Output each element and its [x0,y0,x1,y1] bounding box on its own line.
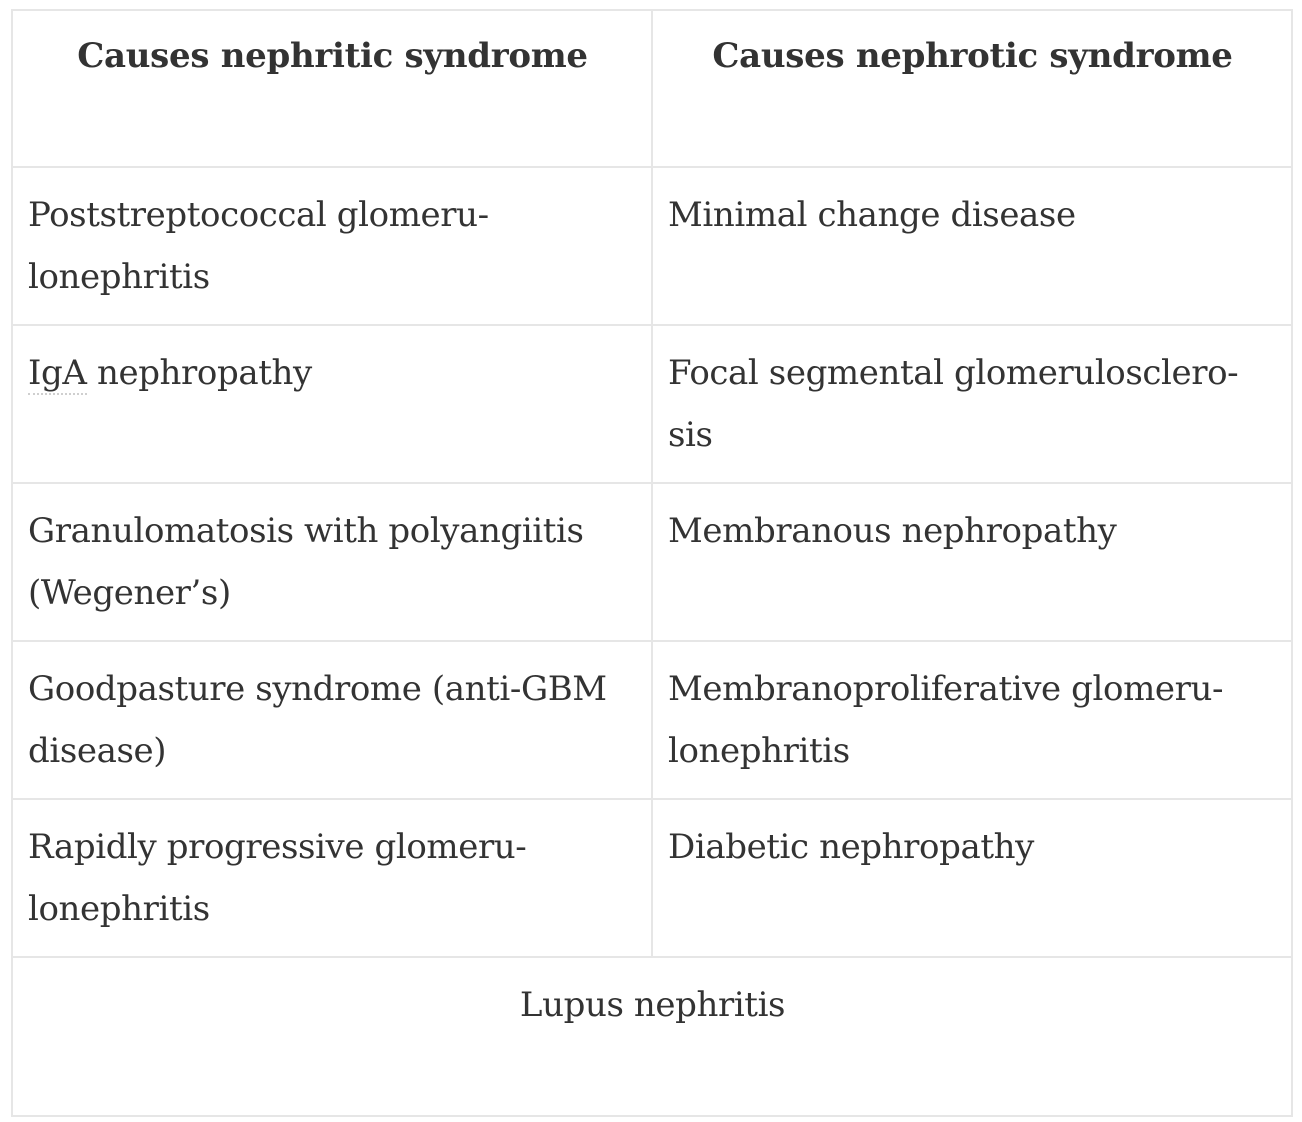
cell-text: nephropathy [86,353,312,393]
table-footer-row: Lupus nephritis [11,956,1293,1117]
table-row: IgA nephropathy Focal segmental glomerul… [11,324,1293,484]
table-cell: Membranoproliferative glomeru-lonephriti… [651,640,1293,800]
table-cell: Poststreptococcal glomeru-lonephritis [11,166,653,326]
header-nephritic: Causes nephritic syndrome [11,9,653,168]
table-row: Granulomatosis with polyangiitis (Wegene… [11,482,1293,642]
table-cell: Rapidly progressive glomeru-lonephritis [11,798,653,958]
header-nephrotic: Causes nephrotic syndrome [651,9,1293,168]
table-cell: IgA nephropathy [11,324,653,484]
table-cell: Diabetic nephropathy [651,798,1293,958]
table-row: Goodpasture syndrome (anti-GBM disease) … [11,640,1293,800]
footer-cell-lupus: Lupus nephritis [11,956,1293,1117]
table-cell: Minimal change disease [651,166,1293,326]
table-cell: Membranous nephropathy [651,482,1293,642]
causes-table-container: Causes nephritic syndrome Causes nephrot… [11,9,1293,1117]
table-cell: Focal segmental glomerulosclero-sis [651,324,1293,484]
table-row: Rapidly progressive glomeru-lonephritis … [11,798,1293,958]
table-header-row: Causes nephritic syndrome Causes nephrot… [11,9,1293,168]
iga-abbreviation[interactable]: IgA [28,353,87,395]
table-cell: Goodpasture syndrome (anti-GBM disease) [11,640,653,800]
causes-table: Causes nephritic syndrome Causes nephrot… [11,9,1293,1117]
table-cell: Granulomatosis with polyangiitis (Wegene… [11,482,653,642]
table-row: Poststreptococcal glomeru-lonephritis Mi… [11,166,1293,326]
